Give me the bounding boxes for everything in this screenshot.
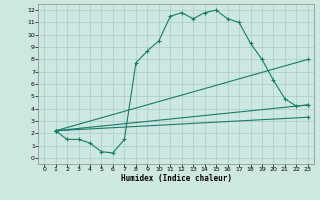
X-axis label: Humidex (Indice chaleur): Humidex (Indice chaleur)	[121, 174, 231, 183]
